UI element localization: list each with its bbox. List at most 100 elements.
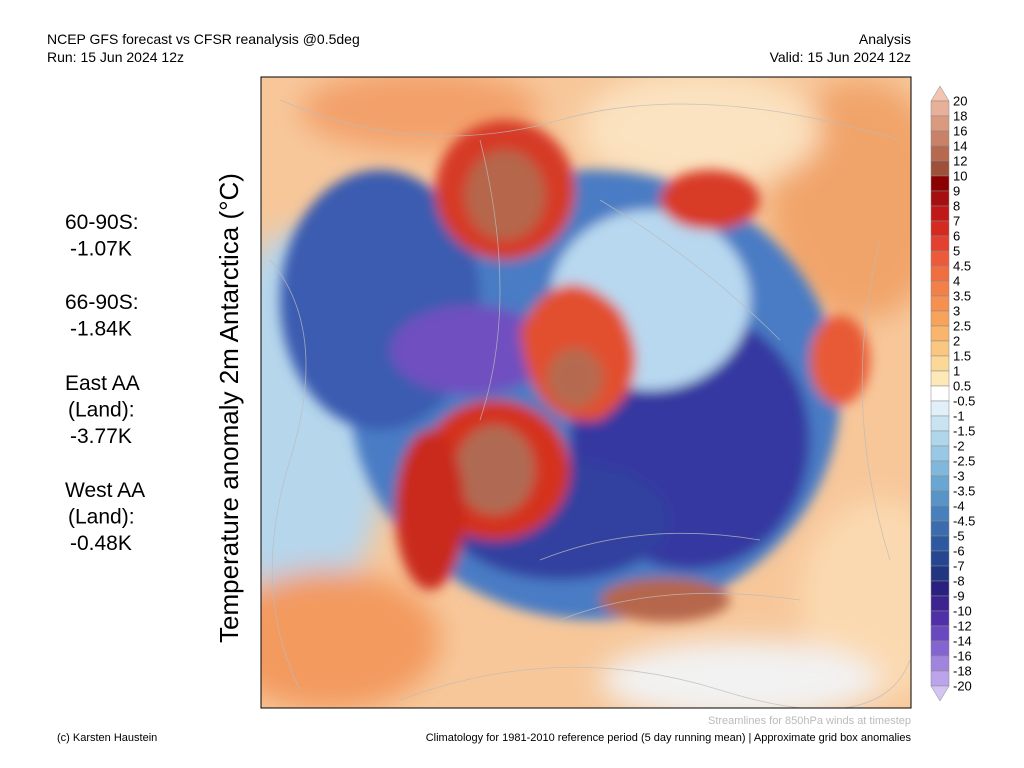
colorbar-box (930, 535, 950, 552)
colorbar-label: -2 (953, 439, 965, 454)
colorbar-box (930, 670, 950, 687)
colorbar-label: -10 (953, 604, 972, 619)
colorbar-box (930, 130, 950, 147)
colorbar-box (930, 235, 950, 252)
colorbar-box (930, 175, 950, 192)
colorbar-arrow (930, 685, 950, 702)
colorbar-label: 1 (953, 364, 960, 379)
colorbar-label: -3.5 (953, 484, 975, 499)
colorbar-label: -4.5 (953, 514, 975, 529)
colorbar-box (930, 640, 950, 657)
run-time: Run: 15 Jun 2024 12z (47, 49, 184, 65)
colorbar-box (930, 355, 950, 372)
colorbar-box (930, 265, 950, 282)
colorbar: 201816141210987654.543.532.521.510.5-0.5… (930, 85, 975, 702)
climatology-note: Climatology for 1981-2010 reference peri… (426, 732, 912, 744)
colorbar-label: -9 (953, 589, 965, 604)
colorbar-label: -1 (953, 409, 965, 424)
colorbar-label: -1.5 (953, 424, 975, 439)
colorbar-box (930, 505, 950, 522)
colorbar-box (930, 205, 950, 222)
stat-label: (Land): (68, 506, 135, 529)
stat-value: -1.07K (70, 238, 132, 261)
colorbar-label: -3 (953, 469, 965, 484)
colorbar-label: -20 (953, 679, 972, 694)
colorbar-box (930, 250, 950, 267)
colorbar-label: 5 (953, 244, 960, 259)
stat-value: -3.77K (70, 425, 132, 448)
colorbar-label: 6 (953, 229, 960, 244)
colorbar-box (930, 280, 950, 297)
colorbar-label: -5 (953, 529, 965, 544)
colorbar-label: -4 (953, 499, 965, 514)
stat-label: (Land): (68, 399, 135, 422)
stat-label: 60-90S: (65, 211, 139, 234)
credit: (c) Karsten Haustein (57, 732, 157, 744)
colorbar-box (930, 385, 950, 402)
colorbar-box (930, 415, 950, 432)
colorbar-label: 0.5 (953, 379, 971, 394)
colorbar-label: 14 (953, 139, 967, 154)
colorbar-box (930, 115, 950, 132)
colorbar-box (930, 295, 950, 312)
colorbar-box (930, 160, 950, 177)
colorbar-label: 1.5 (953, 349, 971, 364)
colorbar-box (930, 475, 950, 492)
colorbar-label: 7 (953, 214, 960, 229)
colorbar-box (930, 100, 950, 117)
stat-value: -1.84K (70, 318, 132, 341)
colorbar-label: -2.5 (953, 454, 975, 469)
stat-label: West AA (65, 479, 145, 502)
colorbar-label: 4 (953, 274, 960, 289)
colorbar-label: 2.5 (953, 319, 971, 334)
colorbar-box (930, 400, 950, 417)
colorbar-box (930, 325, 950, 342)
colorbar-label: 3 (953, 304, 960, 319)
colorbar-label: -0.5 (953, 394, 975, 409)
colorbar-label: 16 (953, 124, 967, 139)
stat-label: 66-90S: (65, 291, 139, 314)
colorbar-box (930, 655, 950, 672)
title: NCEP GFS forecast vs CFSR reanalysis @0.… (47, 31, 360, 47)
colorbar-label: 9 (953, 184, 960, 199)
colorbar-label: -8 (953, 574, 965, 589)
colorbar-label: -14 (953, 634, 972, 649)
colorbar-label: -16 (953, 649, 972, 664)
colorbar-box (930, 580, 950, 597)
colorbar-box (930, 220, 950, 237)
colorbar-label: 20 (953, 94, 967, 109)
axis-label: Temperature anomaly 2m Antarctica (°C) (214, 173, 244, 643)
colorbar-box (930, 445, 950, 462)
streamline-note: Streamlines for 850hPa winds at timestep (708, 715, 911, 727)
colorbar-box (930, 370, 950, 387)
colorbar-box (930, 190, 950, 207)
colorbar-box (930, 565, 950, 582)
colorbar-box (930, 595, 950, 612)
colorbar-box (930, 625, 950, 642)
colorbar-label: 2 (953, 334, 960, 349)
kind: Analysis (859, 31, 911, 47)
colorbar-label: 4.5 (953, 259, 971, 274)
map (261, 77, 911, 708)
colorbar-label: 12 (953, 154, 967, 169)
colorbar-label: -18 (953, 664, 972, 679)
colorbar-label: 8 (953, 199, 960, 214)
colorbar-box (930, 610, 950, 627)
stat-label: East AA (65, 372, 140, 395)
colorbar-label: 3.5 (953, 289, 971, 304)
colorbar-box (930, 310, 950, 327)
colorbar-box (930, 460, 950, 477)
colorbar-label: -12 (953, 619, 972, 634)
colorbar-box (930, 340, 950, 357)
colorbar-arrow (930, 85, 950, 102)
colorbar-label: -7 (953, 559, 965, 574)
map-frame (260, 76, 912, 709)
colorbar-box (930, 145, 950, 162)
stats: 60-90S: -1.07K 66-90S: -1.84K East AA (Land):… (65, 211, 145, 555)
colorbar-label: -6 (953, 544, 965, 559)
stat-value: -0.48K (70, 532, 132, 555)
colorbar-box (930, 490, 950, 507)
colorbar-label: 10 (953, 169, 967, 184)
colorbar-label: 18 (953, 109, 967, 124)
